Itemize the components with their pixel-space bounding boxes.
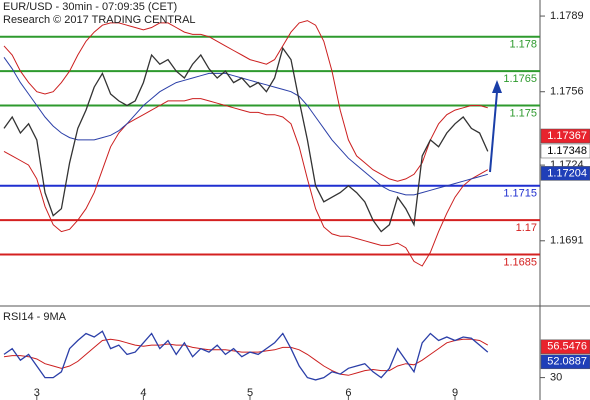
price-tag-label: 1.17367	[547, 130, 587, 142]
x-tick-label: 4	[140, 387, 146, 399]
x-tick-label: 5	[247, 387, 253, 399]
price-tag-label: 1.17204	[547, 167, 587, 179]
series-line	[3, 338, 489, 376]
series-line	[3, 98, 489, 267]
price-tag	[540, 166, 590, 181]
series-line	[3, 20, 488, 182]
rsi-title: RSI14 - 9MA	[3, 311, 67, 323]
x-tick-label: 9	[452, 387, 458, 399]
price-tag-label: 1.17348	[547, 145, 587, 157]
y-tick-label: 30	[550, 372, 562, 384]
y-tick-label: 1.1691	[550, 235, 584, 247]
level-label: 1.1685	[503, 256, 537, 268]
chart-subtitle: Research © 2017 TRADING CENTRAL	[3, 14, 196, 26]
plot-layer: 1.178 1.1765 1.175 1.1715 1.17 1.1685 1.1789 1.…	[0, 10, 590, 400]
y-tick-label: 1.1756	[550, 86, 584, 98]
forecast-arrow	[489, 91, 498, 173]
price-tag-label: 56.5476	[547, 341, 587, 353]
level-label: 1.175	[509, 107, 537, 119]
level-label: 1.17	[516, 222, 537, 234]
chart-title: EUR/USD - 30min - 07:09:35 (CET)	[3, 1, 177, 13]
x-tick-label: 6	[345, 387, 351, 399]
forecast-arrowhead	[492, 80, 502, 93]
y-tick-label: 1.1789	[550, 10, 584, 22]
level-label: 1.1715	[503, 188, 537, 200]
series-line	[3, 57, 488, 196]
price-tag	[540, 339, 590, 355]
level-label: 1.1765	[503, 73, 537, 85]
series-line	[3, 46, 489, 233]
price-tag	[540, 143, 590, 159]
series-line	[3, 330, 489, 381]
x-tick-label: 3	[34, 387, 40, 399]
price-tag-label: 52.0887	[547, 356, 587, 368]
price-tag	[540, 354, 590, 370]
price-tag	[540, 128, 590, 144]
level-label: 1.178	[509, 39, 537, 51]
